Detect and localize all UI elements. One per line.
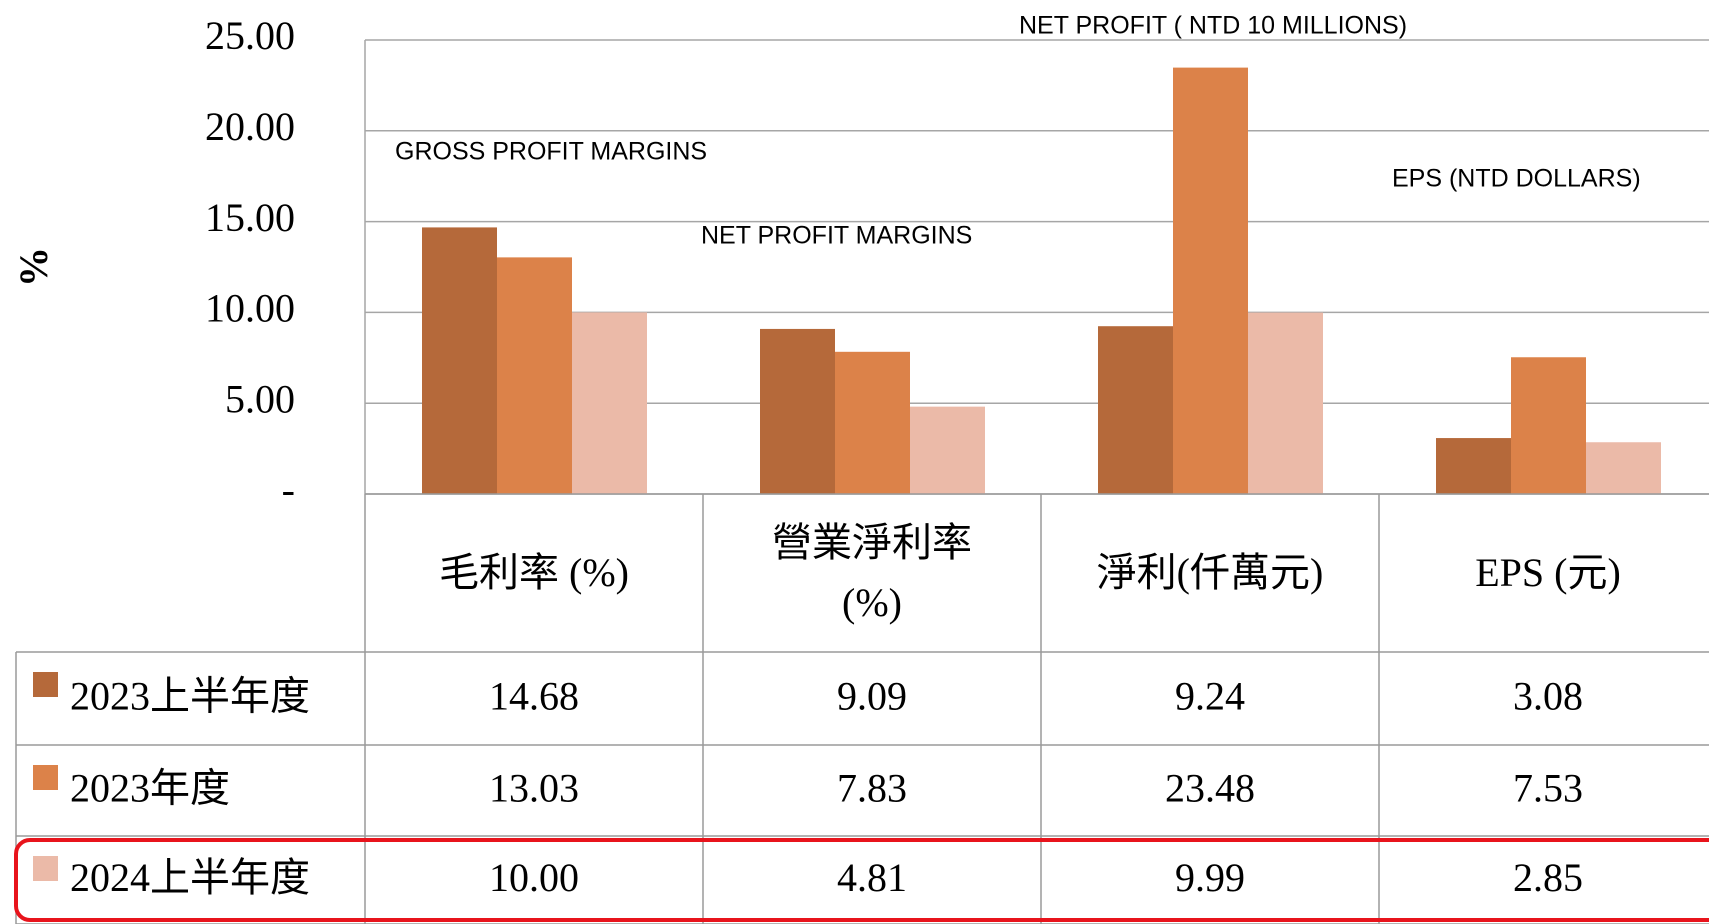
y-tick-label: 25.00 [205,13,295,58]
y-axis-label: % [11,247,56,287]
y-tick-label: 5.00 [225,376,295,421]
category-cell: 毛利率 (%) [439,550,629,595]
table-value: 13.03 [489,766,579,811]
highlight-box [14,838,1709,922]
annotation: GROSS PROFIT MARGINS [395,138,707,166]
table-value: 23.48 [1165,766,1255,811]
bar [1436,438,1511,494]
table-value: 2.85 [1513,855,1583,900]
legend-swatch [33,672,58,697]
legend-label: 2023上半年度 [70,674,310,719]
table-value: 7.53 [1513,766,1583,811]
bar [1586,442,1661,494]
bar [910,406,985,494]
bar [835,351,910,494]
legend-label: 2024上半年度 [70,855,310,900]
bar [572,312,647,494]
y-tick-label: 15.00 [205,195,295,240]
table-value: 9.24 [1175,674,1245,719]
table-value: 4.81 [837,855,907,900]
table-value: 9.99 [1175,855,1245,900]
bar [1248,312,1323,494]
table-value: 10.00 [489,855,579,900]
category-label: EPS (元) [1475,550,1621,595]
legend-swatch [33,765,58,790]
category-label: 毛利率 (%) [439,550,629,595]
bar [1511,357,1586,494]
bar [497,257,572,494]
table-value: 9.09 [837,674,907,719]
legend-swatch [33,856,58,881]
category-cell: EPS (元) [1475,550,1621,595]
annotation: NET PROFIT MARGINS [701,222,972,250]
bar [760,328,835,494]
annotation: NET PROFIT ( NTD 10 MILLIONS) [1019,12,1407,40]
category-cell: 營業淨利率 (%) [772,520,972,625]
y-tick-label: 20.00 [205,104,295,149]
table-value: 7.83 [837,766,907,811]
bar [422,227,497,494]
legend-label: 2023年度 [70,766,230,811]
y-tick-label: - [282,467,295,512]
table-value: 3.08 [1513,674,1583,719]
y-tick-label: 10.00 [205,286,295,331]
category-cell: 淨利(仟萬元) [1096,550,1324,595]
table-value: 14.68 [489,674,579,719]
category-label: 淨利(仟萬元) [1096,550,1324,595]
category-label: 營業淨利率 (%) [772,520,972,625]
bar [1098,326,1173,494]
annotation: EPS (NTD DOLLARS) [1392,165,1641,193]
bar [1173,67,1248,494]
